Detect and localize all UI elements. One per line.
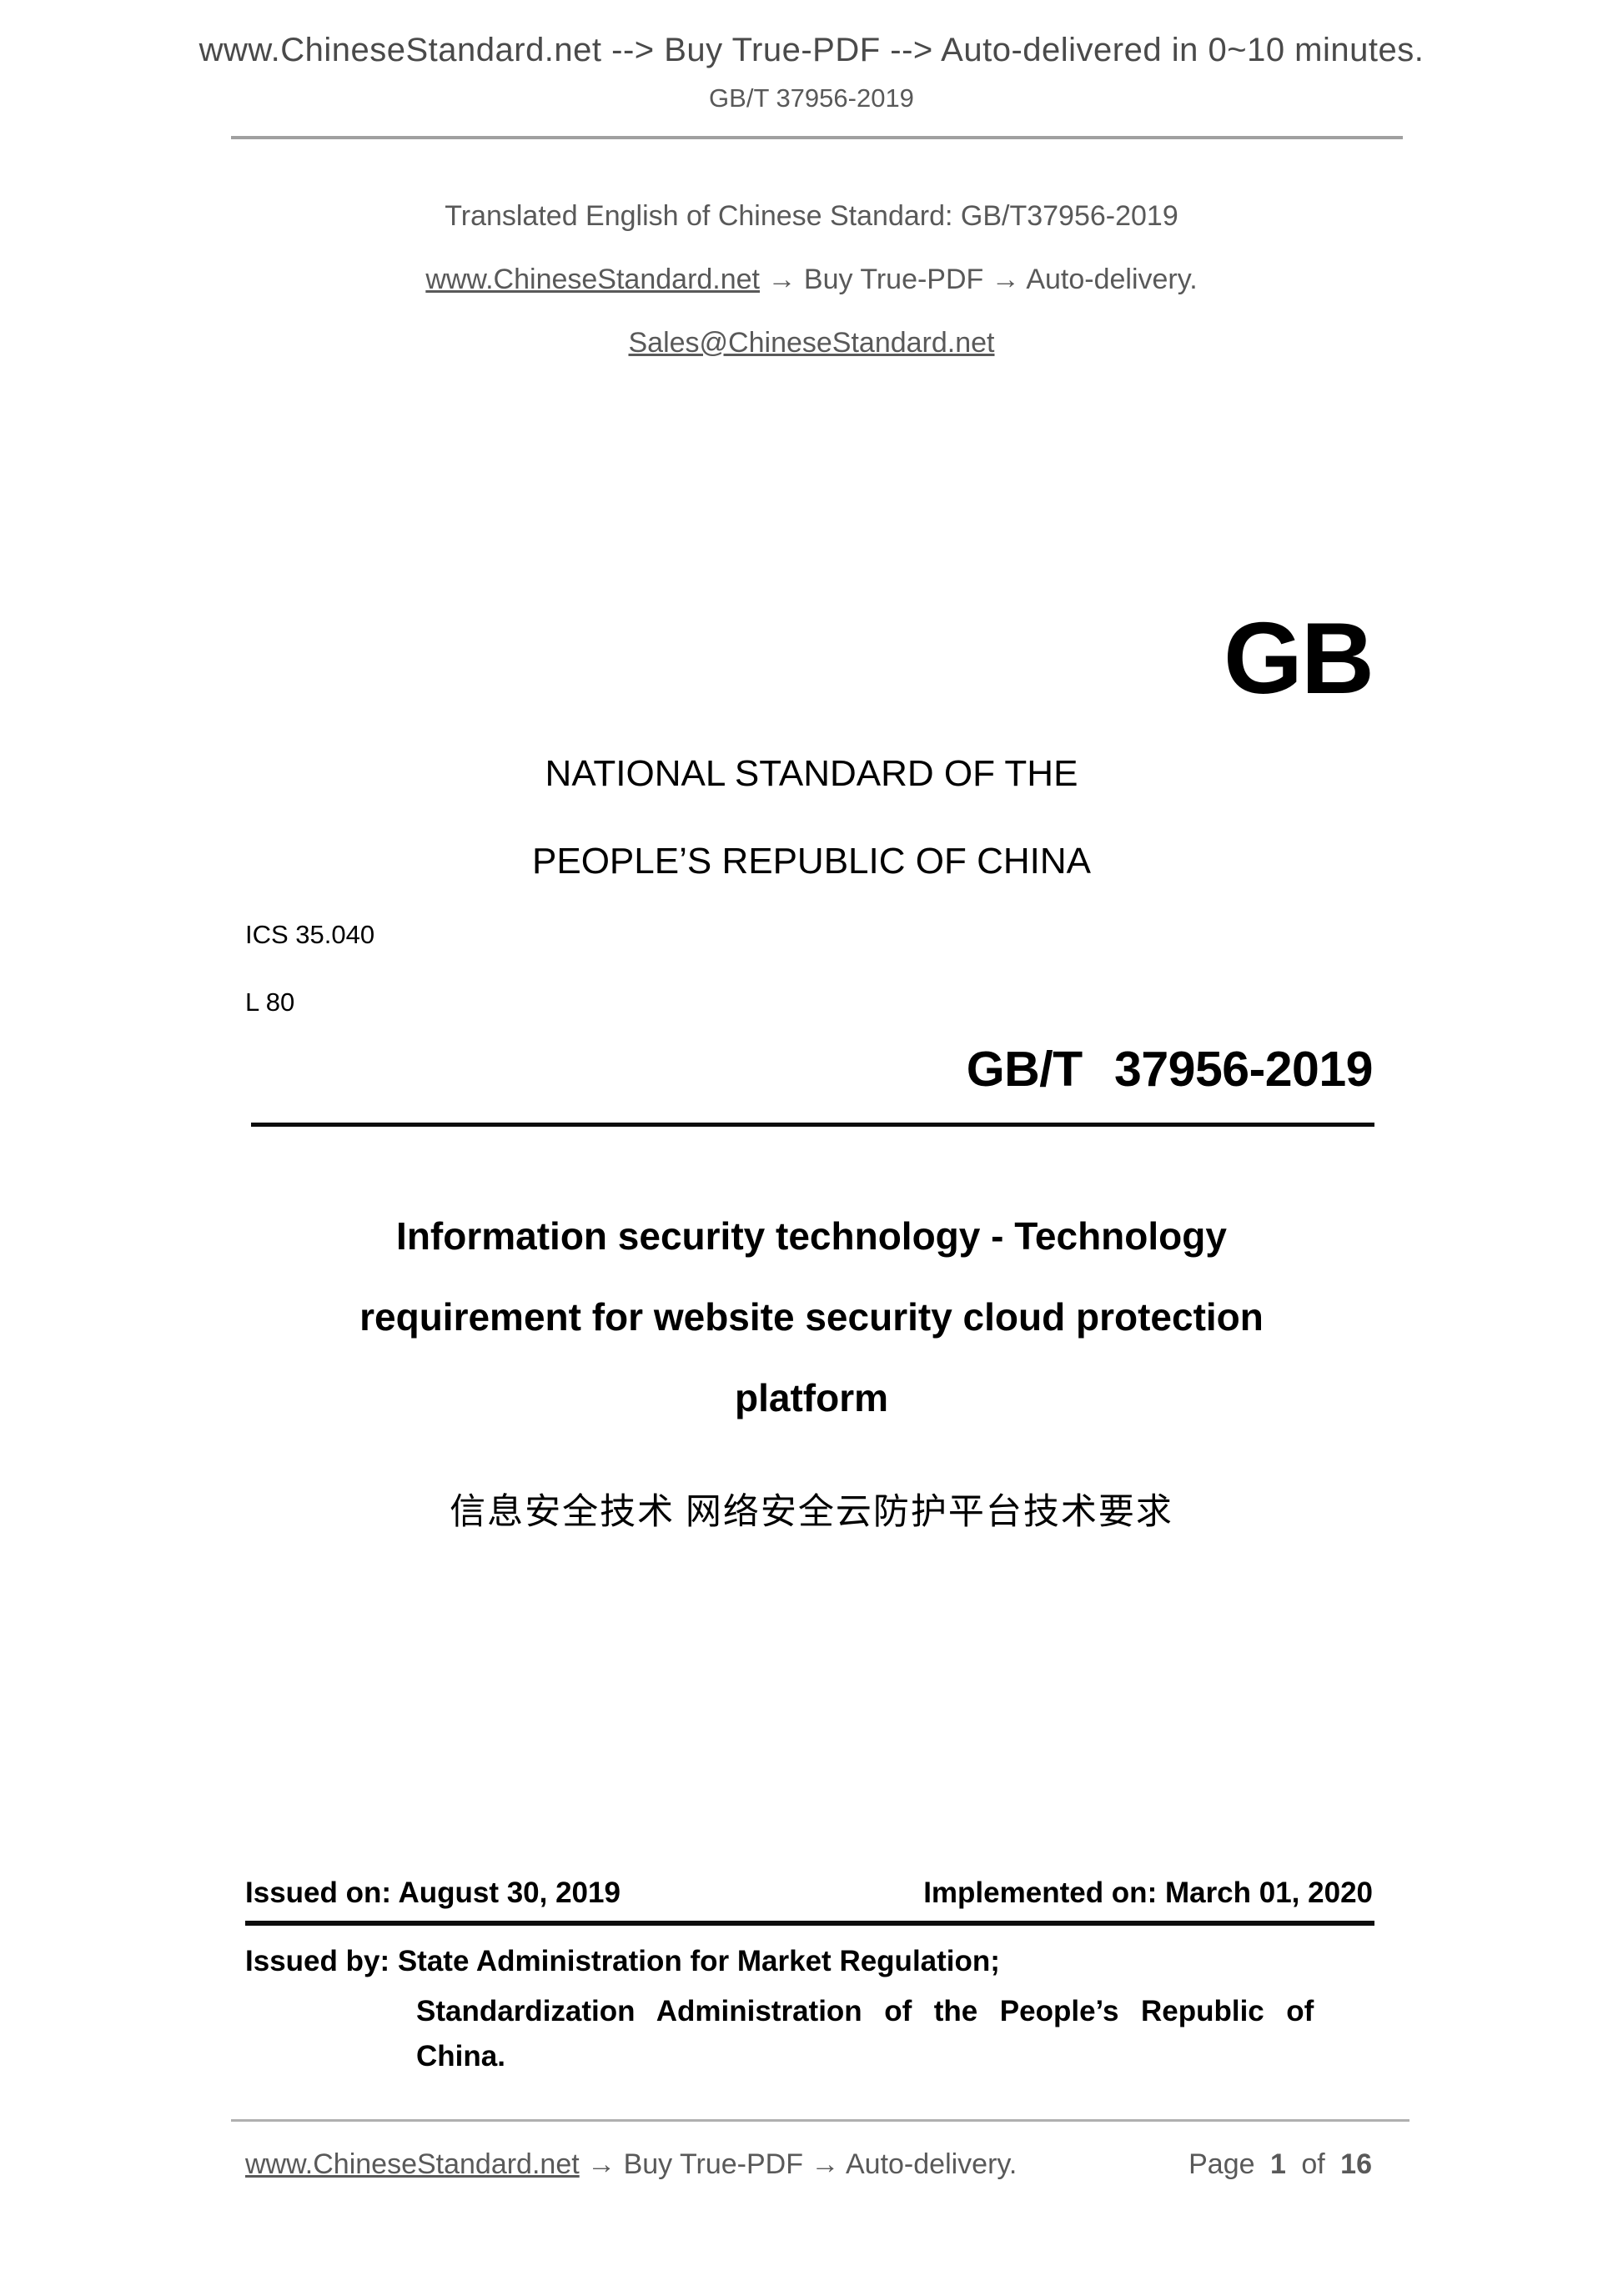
implemented-on-date: Implemented on: March 01, 2020: [923, 1876, 1373, 1909]
page-total: 16: [1340, 2148, 1372, 2180]
dates-divider: [245, 1921, 1374, 1926]
translated-standard-text: Translated English of Chinese Standard: …: [445, 200, 1178, 232]
header-promo-text: www.ChineseStandard.net --> Buy True-PDF…: [198, 32, 1425, 68]
footer-row: www.ChineseStandard.net → Buy True-PDF →…: [245, 2148, 1372, 2181]
page-label: Page: [1188, 2148, 1255, 2180]
standard-number-divider: [251, 1123, 1374, 1127]
buy-pdf-line: www.ChineseStandard.net → Buy True-PDF →…: [0, 264, 1623, 296]
gb-logo: GB: [1224, 601, 1374, 715]
national-standard-line2: PEOPLE’S REPUBLIC OF CHINA: [532, 841, 1091, 882]
issued-on-date: Issued on: August 30, 2019: [245, 1876, 621, 1909]
footer-divider: [231, 2119, 1409, 2122]
issued-by-line: Issued by: State Administration for Mark…: [245, 1945, 1000, 1977]
title-en-line2: requirement for website security cloud p…: [359, 1295, 1264, 1339]
sales-email-link[interactable]: Sales@ChineseStandard.net: [628, 327, 995, 359]
dates-row: Issued on: August 30, 2019 Implemented o…: [245, 1876, 1373, 1910]
title-zh: 信息安全技术 网络安全云防护平台技术要求: [450, 1493, 1173, 1532]
sales-email-line: Sales@ChineseStandard.net: [0, 327, 1623, 359]
header-divider: [231, 136, 1403, 139]
buy-pdf-line-rest: → Buy True-PDF → Auto-delivery.: [760, 264, 1198, 295]
national-standard-line1: NATIONAL STANDARD OF THE: [545, 753, 1078, 794]
page-of-label: of: [1301, 2148, 1325, 2180]
footer-buy-pdf-rest: → Buy True-PDF → Auto-delivery.: [579, 2148, 1018, 2180]
header-doc-code: GB/T 37956-2019: [709, 83, 914, 113]
standard-number: GB/T 37956-2019: [966, 1042, 1374, 1097]
site-link[interactable]: www.ChineseStandard.net: [425, 264, 761, 295]
l-code: L 80: [245, 987, 295, 1017]
footer-site-link[interactable]: www.ChineseStandard.net: [245, 2148, 580, 2180]
ics-code: ICS 35.040: [245, 920, 375, 949]
footer-buy-pdf-line: www.ChineseStandard.net → Buy True-PDF →…: [245, 2148, 1017, 2181]
page-indicator: Page 1 of 16: [1188, 2148, 1372, 2181]
title-en-line1: Information security technology - Techno…: [396, 1214, 1227, 1258]
title-en-line3: platform: [735, 1376, 888, 1419]
issuer-org-line3: China.: [416, 2040, 505, 2072]
issuer-org-line2: Standardization Administration of the Pe…: [416, 1995, 1314, 2027]
page-current: 1: [1269, 2148, 1286, 2180]
